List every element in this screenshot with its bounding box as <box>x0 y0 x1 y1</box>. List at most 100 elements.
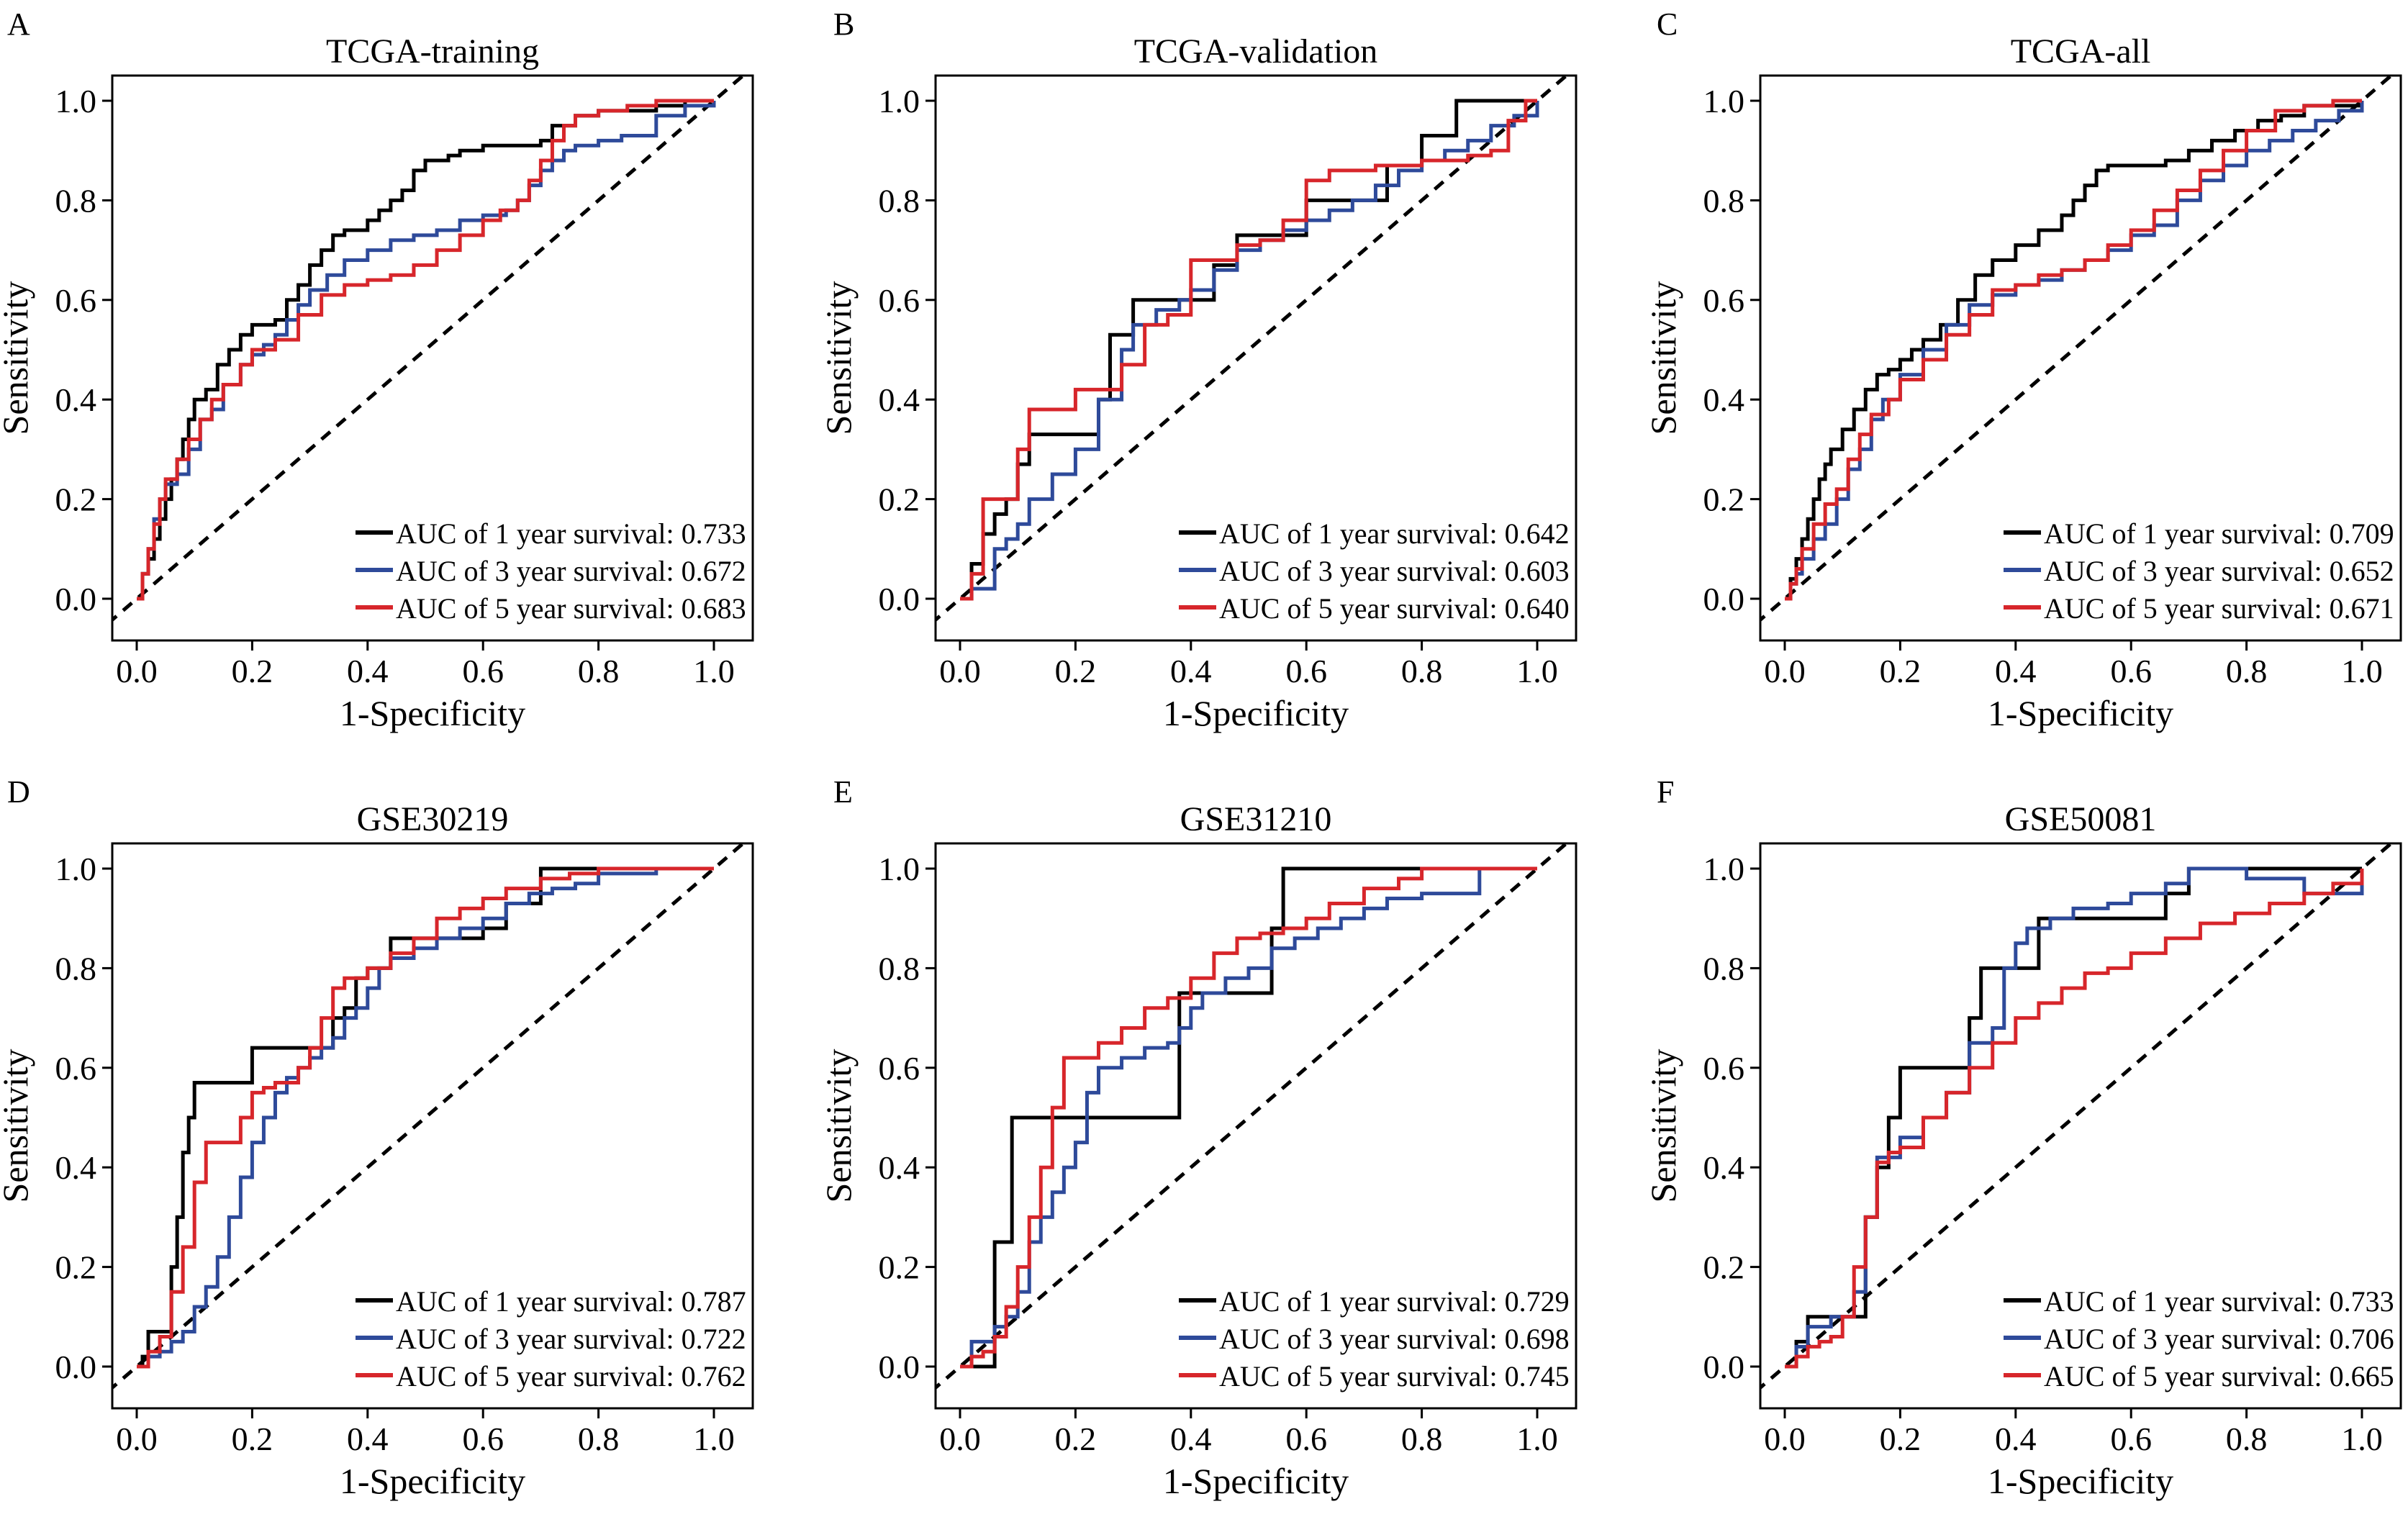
y-tick-label: 0.2 <box>55 1249 97 1286</box>
x-tick-label: 1.0 <box>693 1421 735 1457</box>
x-tick-label: 0.0 <box>939 653 981 689</box>
y-tick-label: 0.8 <box>879 950 920 987</box>
roc-panel-f: F GSE50081 0.0 0.2 0.4 0.6 0.8 1.0 0.0 0.2 0.4 0.6 0… <box>1643 774 2402 1501</box>
y-tick-label: 1.0 <box>1703 83 1745 119</box>
x-tick-label: 0.4 <box>347 1421 389 1457</box>
x-tick-label: 0.0 <box>116 1421 158 1457</box>
legend-entry: AUC of 3 year survival: 0.603 <box>1219 555 1570 587</box>
y-tick-label: 0.0 <box>55 1349 97 1385</box>
x-axis-label: 1-Specificity <box>1163 693 1349 733</box>
legend-entry: AUC of 5 year survival: 0.745 <box>1219 1360 1570 1392</box>
y-axis-label: Sensitivity <box>1643 1049 1683 1203</box>
y-tick-label: 0.0 <box>879 581 920 617</box>
x-tick-label: 1.0 <box>2341 1421 2383 1457</box>
x-tick-label: 0.6 <box>2110 1421 2152 1457</box>
legend: AUC of 1 year survival: 0.729 AUC of 3 ye… <box>1179 1285 1570 1392</box>
y-tick-label: 0.8 <box>1703 182 1745 219</box>
y-tick-label: 0.2 <box>879 1249 920 1286</box>
x-tick-label: 0.8 <box>1401 1421 1443 1457</box>
x-tick-label: 1.0 <box>1516 653 1558 689</box>
y-tick-label: 0.8 <box>55 182 97 219</box>
x-tick-label: 0.2 <box>1880 653 1922 689</box>
panel-title: TCGA-all <box>2011 32 2151 71</box>
x-tick-label: 0.6 <box>1285 1421 1327 1457</box>
legend-entry: AUC of 3 year survival: 0.672 <box>396 555 746 587</box>
y-tick-label: 0.4 <box>1703 381 1745 418</box>
x-tick-label: 0.6 <box>2110 653 2152 689</box>
x-tick-label: 0.0 <box>1764 653 1806 689</box>
y-tick-label: 0.2 <box>879 481 920 518</box>
roc-series-3-line <box>960 866 1537 1369</box>
roc-series-2-line <box>960 866 1537 1369</box>
panel-letter: A <box>7 6 30 42</box>
y-tick-label: 0.4 <box>1703 1149 1745 1186</box>
x-axis-label: 1-Specificity <box>340 693 525 733</box>
plot-frame <box>111 842 754 1410</box>
x-tick-label: 1.0 <box>1516 1421 1558 1457</box>
x-tick-label: 0.0 <box>116 653 158 689</box>
y-tick-label: 0.0 <box>879 1349 920 1385</box>
y-tick-label: 1.0 <box>55 851 97 887</box>
legend-entry: AUC of 5 year survival: 0.665 <box>2044 1360 2394 1392</box>
legend: AUC of 1 year survival: 0.733 AUC of 3 ye… <box>356 517 746 625</box>
y-tick-label: 0.6 <box>55 1050 97 1087</box>
y-tick-label: 0.8 <box>879 182 920 219</box>
x-tick-label: 0.8 <box>578 653 620 689</box>
y-tick-label: 0.0 <box>55 581 97 617</box>
plot-frame <box>934 74 1578 642</box>
x-tick-label: 0.0 <box>939 1421 981 1457</box>
legend-entry: AUC of 3 year survival: 0.652 <box>2044 555 2394 587</box>
y-axis-label: Sensitivity <box>0 281 35 435</box>
roc-series-2-line <box>137 866 714 1369</box>
y-axis-label: Sensitivity <box>1643 281 1683 435</box>
panel-title: TCGA-training <box>326 32 539 71</box>
legend: AUC of 1 year survival: 0.733 AUC of 3 ye… <box>2004 1285 2394 1392</box>
legend-entry: AUC of 1 year survival: 0.642 <box>1219 517 1570 550</box>
roc-series-3-line <box>960 99 1537 601</box>
x-tick-label: 0.2 <box>232 1421 273 1457</box>
panel-title: GSE50081 <box>2005 800 2157 838</box>
legend-entry: AUC of 5 year survival: 0.683 <box>396 592 746 625</box>
x-tick-label: 0.4 <box>1995 653 2037 689</box>
x-tick-label: 0.4 <box>1995 1421 2037 1457</box>
y-axis-label: Sensitivity <box>0 1049 35 1203</box>
roc-series-3-line <box>1785 99 2362 601</box>
roc-series-1-line <box>137 866 714 1369</box>
x-tick-label: 0.8 <box>2226 653 2268 689</box>
roc-panel-b: B TCGA-validation 0.0 0.2 0.4 0.6 0.8 1.0 0.0 0.2… <box>818 6 1578 733</box>
legend: AUC of 1 year survival: 0.709 AUC of 3 ye… <box>2004 517 2394 625</box>
x-tick-label: 0.6 <box>462 653 504 689</box>
y-tick-label: 0.4 <box>55 1149 97 1186</box>
y-tick-label: 0.4 <box>879 381 920 418</box>
y-tick-label: 1.0 <box>55 83 97 119</box>
y-tick-label: 0.6 <box>879 1050 920 1087</box>
roc-series-3-line <box>137 99 714 601</box>
legend-entry: AUC of 3 year survival: 0.722 <box>396 1323 746 1355</box>
roc-panel-a: A TCGA-training 0.0 0.2 0.4 0.6 0.8 1.0 0.0 0.2 0.… <box>0 6 754 733</box>
x-axis-label: 1-Specificity <box>1988 693 2173 733</box>
legend-entry: AUC of 1 year survival: 0.709 <box>2044 517 2394 550</box>
roc-series-1-line <box>960 866 1537 1369</box>
legend-entry: AUC of 5 year survival: 0.640 <box>1219 592 1570 625</box>
x-tick-label: 0.0 <box>1764 1421 1806 1457</box>
legend: AUC of 1 year survival: 0.787 AUC of 3 ye… <box>356 1285 746 1392</box>
roc-series-2-line <box>1785 101 2364 601</box>
legend-entry: AUC of 1 year survival: 0.787 <box>396 1285 746 1318</box>
x-tick-label: 0.2 <box>1055 1421 1097 1457</box>
x-tick-label: 0.4 <box>1170 653 1212 689</box>
x-axis-label: 1-Specificity <box>1163 1461 1349 1501</box>
panel-letter: D <box>7 774 30 810</box>
legend-entry: AUC of 5 year survival: 0.762 <box>396 1360 746 1392</box>
legend: AUC of 1 year survival: 0.642 AUC of 3 ye… <box>1179 517 1570 625</box>
legend-entry: AUC of 3 year survival: 0.706 <box>2044 1323 2394 1355</box>
plot-frame <box>111 74 754 642</box>
x-tick-label: 0.2 <box>1055 653 1097 689</box>
y-tick-label: 0.6 <box>1703 1050 1745 1087</box>
plot-frame <box>1759 842 2402 1410</box>
y-tick-label: 0.4 <box>55 381 97 418</box>
y-tick-label: 0.2 <box>1703 481 1745 518</box>
y-tick-label: 0.2 <box>55 481 97 518</box>
x-tick-label: 0.2 <box>232 653 273 689</box>
x-tick-label: 0.6 <box>462 1421 504 1457</box>
